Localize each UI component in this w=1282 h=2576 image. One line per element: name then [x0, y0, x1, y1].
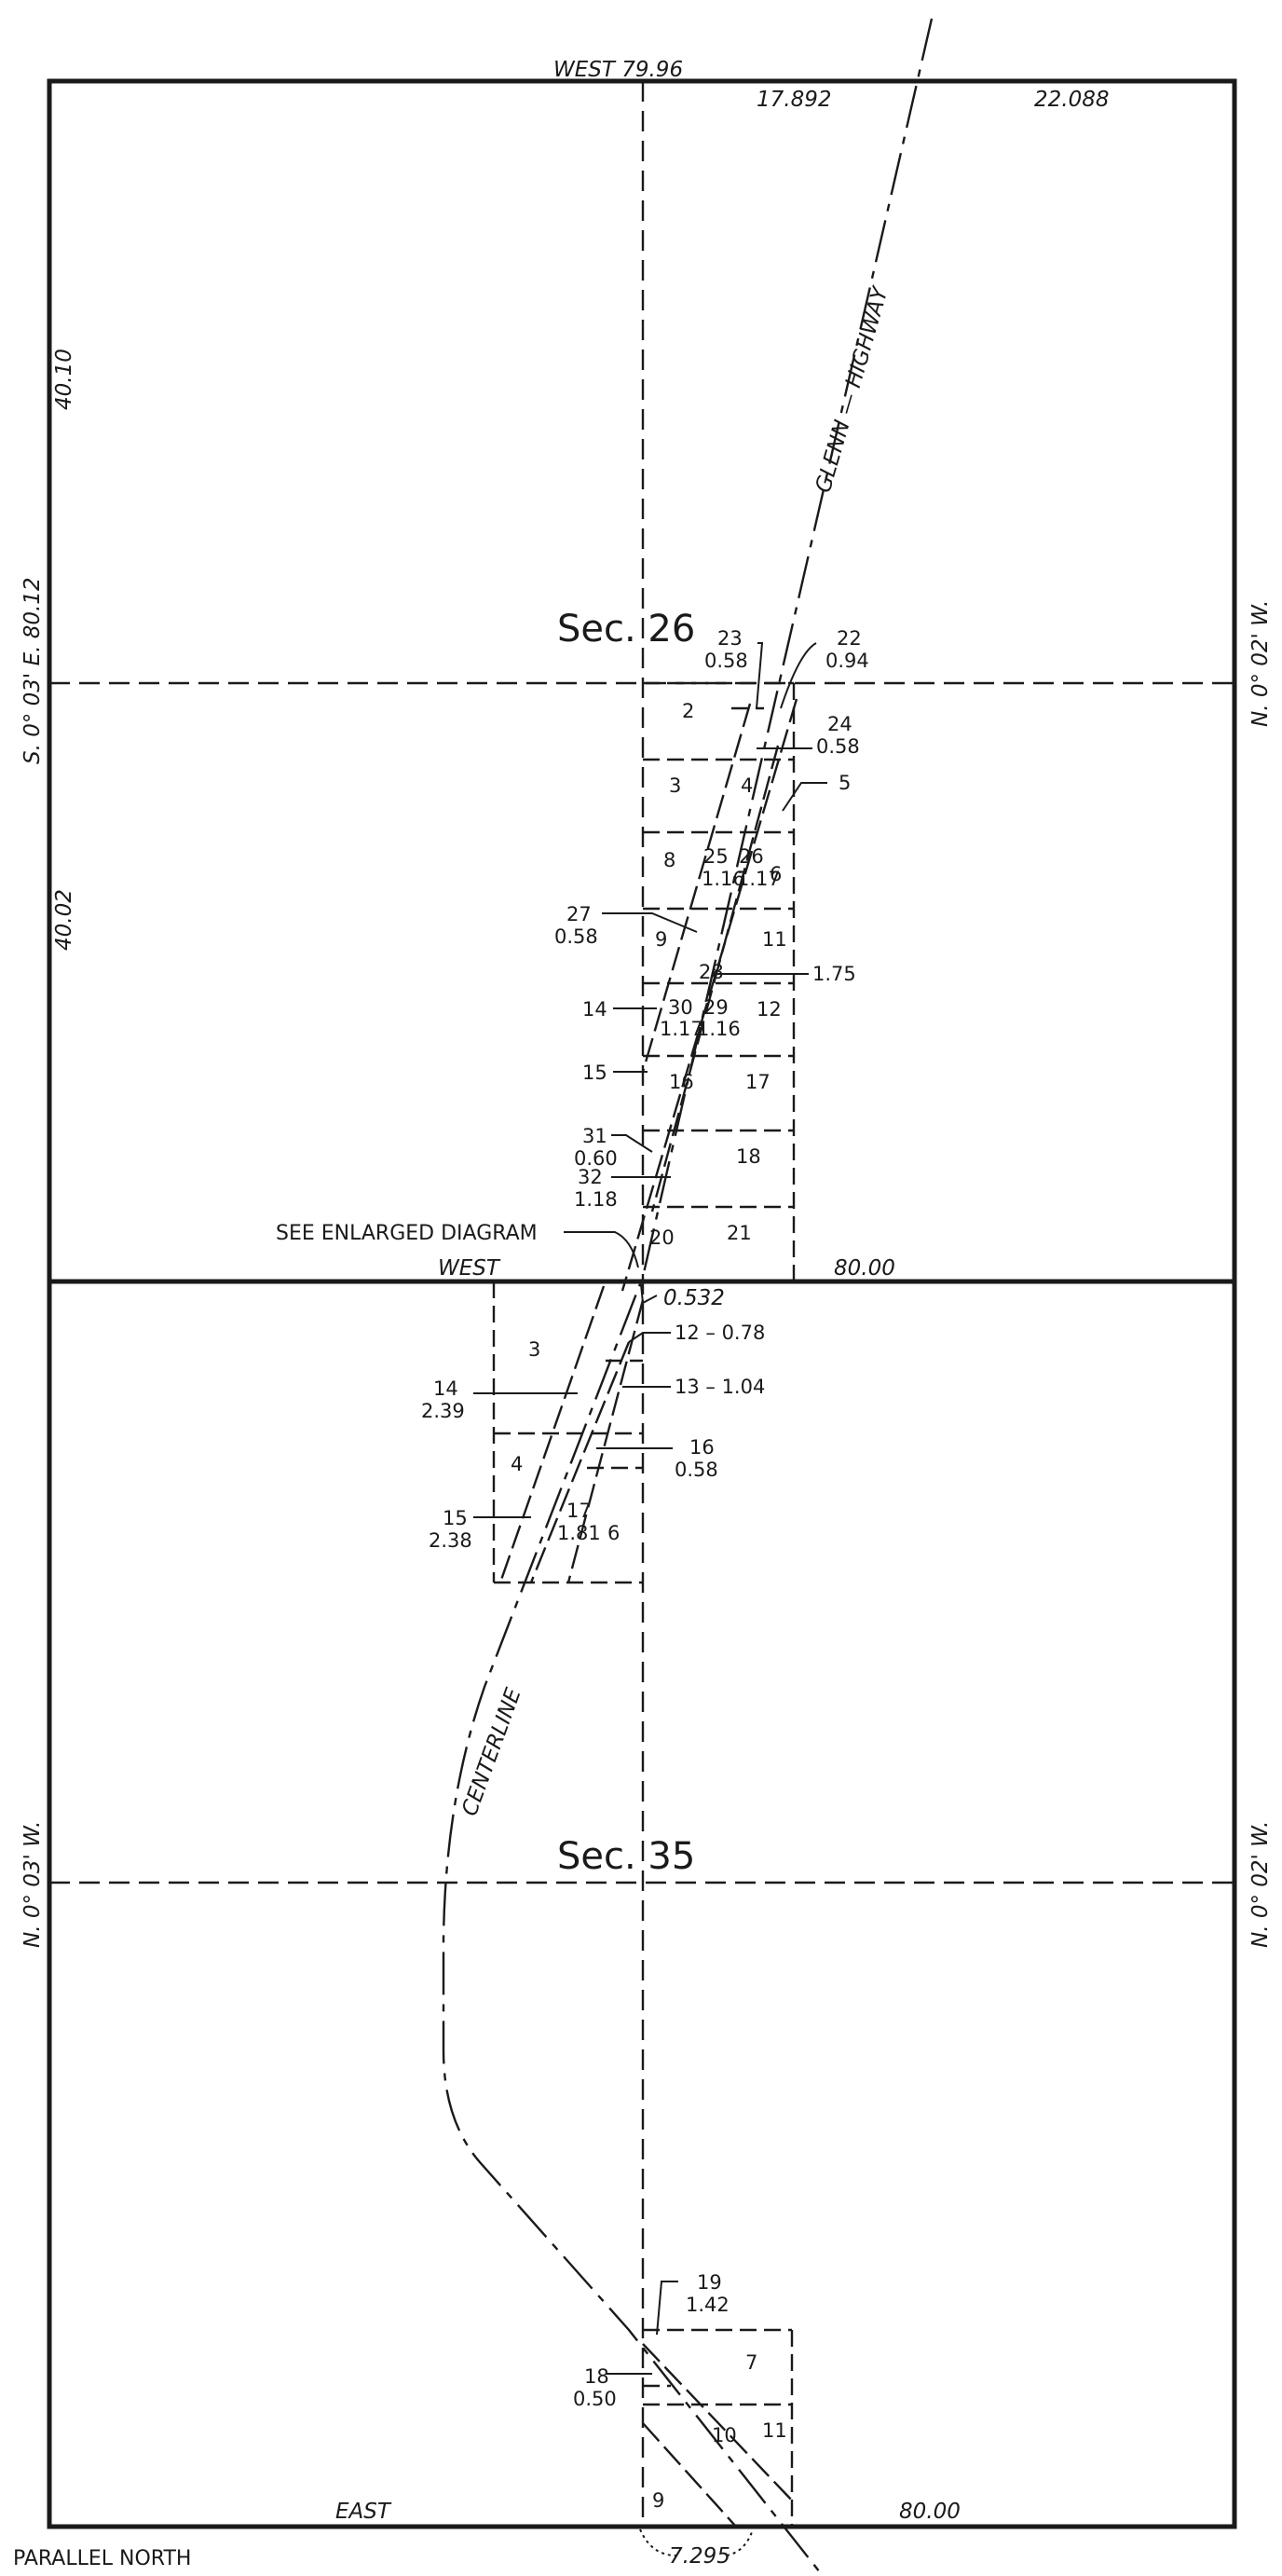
parcel-number: 18: [584, 2365, 609, 2388]
parcel-number: 15: [582, 1062, 607, 1084]
lot-label: 4: [741, 774, 753, 797]
parcel-number: 25: [703, 845, 729, 868]
top-segment-a: 17.892: [757, 88, 831, 112]
left-upper-distance-a: 40.10: [52, 349, 76, 410]
lot-label: 7: [745, 2351, 757, 2374]
parcel-number: 23: [717, 627, 743, 650]
bottom-offset: 7.295: [669, 2544, 730, 2569]
lot-label: 10: [712, 2424, 737, 2446]
lot-label: 3: [669, 774, 681, 797]
lot-label: 11: [762, 928, 787, 951]
parcel-number: 32: [578, 1166, 603, 1188]
lot-label: 6: [607, 1522, 620, 1544]
parcel-callout: 13 – 1.04: [675, 1376, 765, 1398]
parcel-area: 2.38: [429, 1529, 472, 1552]
section-35-label: Sec. 35: [557, 1835, 695, 1878]
bottom-boundary-distance: 80.00: [899, 2500, 961, 2524]
parcel-number: 31: [582, 1125, 607, 1147]
parcel-area: 0.58: [554, 925, 598, 948]
right-lower-bearing: N. 0° 02' W.: [1248, 1821, 1273, 1948]
lot-label: 12: [757, 998, 782, 1021]
lot-label: 8: [663, 849, 675, 871]
left-upper-distance-b: 40.02: [52, 889, 76, 951]
parcel-area: 1.18: [574, 1188, 618, 1211]
lot-label: 9: [655, 928, 667, 951]
parcel-area: 0.50: [573, 2388, 617, 2410]
parcel-area: 1.16: [697, 1018, 741, 1040]
lot-label: 3: [528, 1338, 540, 1361]
lot-grid-upper: [643, 681, 796, 1281]
parcel-number: 16: [689, 1436, 715, 1459]
parcel-number: 15: [443, 1507, 468, 1529]
bottom-boundary-east: EAST: [335, 2500, 392, 2524]
upper-lot-labels: 2 3 4 8 9 11 12 16 17 18 20 21 6: [649, 700, 787, 1249]
centerline-label: CENTERLINE: [457, 1685, 526, 1819]
parcel-number: 5: [839, 772, 851, 794]
right-of-way-lines: [498, 698, 798, 2528]
highway-centerline: [442, 18, 934, 2573]
upper-parcel-callouts: 23 0.58 22 0.94 24 0.58 5 25 1.16 26 1.1…: [554, 627, 869, 1211]
parcel-area: 0.58: [704, 650, 748, 672]
lot-label: 9: [652, 2489, 664, 2512]
parcel-number: 28: [699, 961, 724, 983]
parcel-area: 1.17: [737, 868, 781, 890]
parcel-number: 26: [739, 845, 764, 868]
parcel-number: 24: [827, 713, 852, 735]
parcel-number: 30: [668, 996, 693, 1019]
parcel-number: 19: [697, 2271, 722, 2294]
left-upper-bearing: S. 0° 03' E. 80.12: [20, 577, 45, 764]
parcel-area: 1.17: [660, 1018, 703, 1040]
lower-parcel-callouts: 19 1.42 7 18 0.50 10 11 9: [573, 2271, 787, 2512]
top-boundary-label: WEST 79.96: [553, 58, 683, 82]
mid-boundary-distance: 80.00: [834, 1256, 895, 1281]
parcel-area: 0.60: [574, 1147, 618, 1170]
lot-label: 21: [727, 1222, 752, 1244]
lot-label: 4: [511, 1453, 523, 1475]
lot-label: 2: [682, 700, 694, 722]
parcel-number: 17: [566, 1500, 592, 1522]
middle-parcel-callouts: 3 12 – 0.78 13 – 1.04 14 2.39 4 16 0.58 …: [421, 1322, 765, 1552]
lot-label: 18: [736, 1145, 761, 1168]
see-enlarged-diagram-note: SEE ENLARGED DIAGRAM: [276, 1222, 538, 1245]
lot-label: 20: [649, 1226, 675, 1249]
parcel-area: 1.16: [702, 868, 745, 890]
lot-label: 6: [770, 863, 782, 885]
top-segment-b: 22.088: [1034, 88, 1109, 112]
parcel-area: 0.58: [816, 735, 860, 758]
parallel-north-label: PARALLEL NORTH: [13, 2547, 191, 2570]
parcel-area: 1.42: [686, 2294, 730, 2316]
highway-label: GLENN — HIGHWAY: [811, 283, 893, 496]
parcel-area: 0.94: [825, 650, 869, 672]
parcel-callout: 12 – 0.78: [675, 1322, 765, 1344]
parcel-area: 1.81: [557, 1522, 601, 1544]
lot-label: 11: [762, 2419, 787, 2442]
right-upper-bearing: N. 0° 02' W.: [1248, 600, 1273, 727]
lot-label: 17: [745, 1071, 771, 1093]
parcel-number: 14: [582, 998, 607, 1021]
parcel-number: 29: [703, 996, 729, 1019]
parcel-area: 2.39: [421, 1400, 465, 1422]
lot-label: 16: [669, 1071, 694, 1093]
leader-lines: [473, 642, 827, 2557]
mid-boundary-west: WEST: [438, 1256, 501, 1281]
parcel-number: 22: [837, 627, 862, 650]
section-26-label: Sec. 26: [557, 608, 695, 651]
offset-note: 0.532: [663, 1286, 725, 1310]
parcel-number: 27: [566, 903, 592, 925]
parcel-area: 0.58: [675, 1459, 718, 1481]
parcel-area: 1.75: [812, 963, 856, 985]
lot-grid-lower: [643, 2328, 794, 2527]
parcel-number: 14: [433, 1377, 458, 1400]
left-lower-bearing: N. 0° 03' W.: [20, 1821, 45, 1948]
